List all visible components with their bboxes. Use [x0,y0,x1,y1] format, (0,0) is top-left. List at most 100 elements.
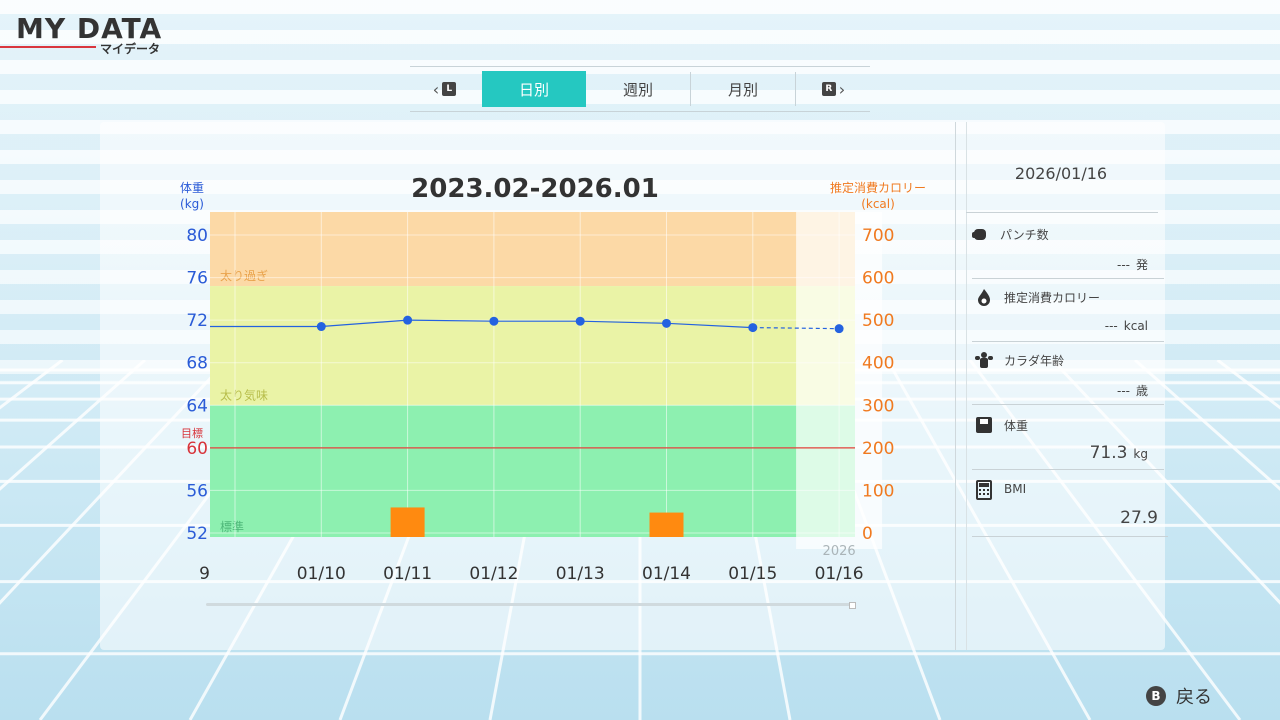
info-divider [972,341,1164,342]
calorie-bar [390,507,425,537]
info-value: --- kcal [1000,319,1148,333]
left-axis-title: 体重 (kg) [170,180,214,212]
tab-daily[interactable]: 日別 [482,71,586,107]
title-underline [0,46,96,48]
info-label: BMI [1004,482,1027,496]
info-value-number: --- [1116,384,1130,398]
chevron-right-icon: › [838,79,846,99]
info-value-unit: 歳 [1135,384,1148,398]
x-tick-label: 01/16 [815,564,864,584]
info-value-number: 71.3 [1089,443,1128,463]
weight-point [834,324,844,334]
right-tick-label: 0 [862,524,873,544]
left-tick-label: 68 [186,354,208,374]
weight-line [666,322,753,329]
left-tick-label: 64 [186,396,208,416]
left-tick-label: 60 [186,439,208,459]
info-value: 71.3 kg [1000,443,1148,463]
info-value-unit: kg [1133,447,1148,461]
back-label: 戻る [1176,687,1212,708]
next-tab-button[interactable]: R › [796,67,868,111]
scale-icon [974,415,994,435]
info-divider [972,469,1164,470]
r-key-icon: R [821,82,836,96]
zone-band [210,286,855,406]
left-tick-label: 80 [186,226,208,246]
chart-scrollbar[interactable] [206,602,856,609]
right-tick-label: 500 [862,311,894,331]
weight-point [748,323,758,333]
period-tabs: ‹ L 日別 週別 月別 R › [410,66,870,112]
info-label: 推定消費カロリー [1004,291,1101,305]
weight-point [489,316,499,326]
prev-tab-button[interactable]: ‹ L [410,67,482,111]
weight-line [321,319,408,328]
weight-point [662,318,671,328]
right-tick-label: 400 [862,354,894,374]
selected-date: 2026/01/16 [1014,164,1108,183]
l-key-icon: L [442,82,457,96]
right-tick-label: 600 [862,269,894,289]
glove-icon [970,224,990,244]
x-tick-label: 9 [199,564,210,584]
right-tick-label: 300 [862,396,894,416]
info-label: パンチ数 [1000,228,1049,242]
x-tick-label: 01/15 [728,564,777,584]
left-axis-label: 体重 [179,181,204,195]
weight-point [403,315,413,325]
back-button[interactable]: B 戻る [1146,683,1212,709]
muscle-icon [974,350,994,370]
calorie-bar [649,512,684,537]
selected-day-highlight [796,212,883,549]
weight-line [752,326,840,330]
x-tick-label: 01/13 [556,564,605,584]
weight-point [575,316,585,326]
year-label: 2026 [823,544,856,559]
right-tick-label: 100 [862,481,894,501]
tab-weekly[interactable]: 週別 [622,80,653,99]
info-value: 27.9 [1000,508,1158,528]
x-tick-label: 01/14 [642,564,691,584]
page-title: MY DATA [16,12,163,45]
page-subtitle: マイデータ [100,42,161,56]
left-axis-unit: (kg) [180,197,204,211]
right-axis-label: 推定消費カロリー [829,181,926,195]
info-value-number: 27.9 [1120,508,1158,528]
x-tick-label: 01/12 [469,564,518,584]
weight-line [407,319,494,322]
calculator-icon [974,480,994,500]
left-tick-label: 56 [186,481,208,501]
left-tick-label: 76 [186,269,208,289]
info-value-unit: 発 [1135,258,1148,272]
weight-point [316,322,326,332]
tab-divider [690,72,691,106]
info-value: --- 発 [1000,256,1148,273]
tab-monthly[interactable]: 月別 [727,80,758,99]
zone-band [210,405,855,537]
zone-label: 標準 [220,519,244,534]
tab-divider [795,72,796,106]
right-tick-label: 700 [862,226,894,246]
x-tick-label: 01/11 [383,564,432,584]
panel-divider [966,122,967,650]
right-tick-label: 200 [862,439,894,459]
goal-label: 目標 [181,427,203,440]
scrollbar-thumb[interactable] [849,602,856,609]
info-value-number: --- [1104,319,1118,333]
x-tick-label: 01/10 [297,564,346,584]
info-label: カラダ年齢 [1004,354,1065,368]
zone-label: 太り過ぎ [220,268,268,283]
left-tick-label: 52 [186,524,208,544]
info-divider [972,536,1168,537]
info-value: --- 歳 [1000,382,1148,399]
chevron-left-icon: ‹ [432,79,440,99]
info-value-number: --- [1116,258,1130,272]
right-axis-title: 推定消費カロリー (kcal) [810,180,946,212]
info-value-unit: kcal [1123,319,1148,333]
zone-band [210,212,855,287]
b-button-icon: B [1146,686,1166,706]
info-label: 体重 [1004,419,1029,433]
zone-label: 太り気味 [220,387,268,402]
left-tick-label: 72 [186,311,208,331]
